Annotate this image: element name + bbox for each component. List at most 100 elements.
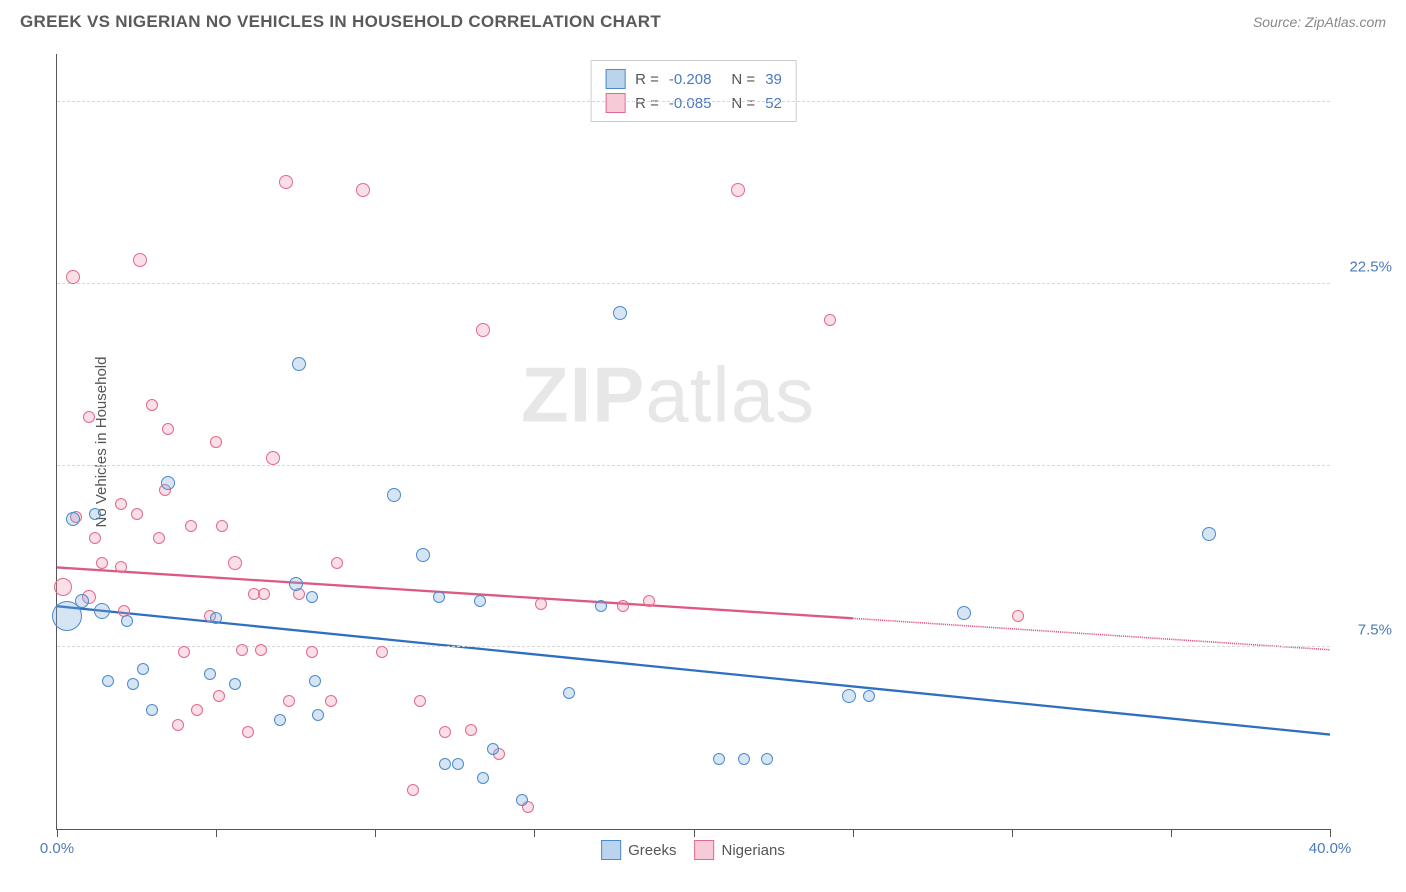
data-point-nigerians [228, 556, 242, 570]
x-tick-label: 0.0% [40, 840, 74, 857]
data-point-nigerians [824, 314, 836, 326]
data-point-greeks [121, 615, 133, 627]
data-point-nigerians [66, 270, 80, 284]
x-tick [534, 829, 535, 837]
n-value-greeks: 39 [765, 71, 782, 88]
data-point-nigerians [96, 557, 108, 569]
data-point-greeks [89, 508, 101, 520]
data-point-greeks [229, 678, 241, 690]
data-point-nigerians [279, 175, 293, 189]
data-point-greeks [713, 753, 725, 765]
data-point-greeks [274, 714, 286, 726]
x-tick [216, 829, 217, 837]
data-point-nigerians [236, 644, 248, 656]
x-tick [1330, 829, 1331, 837]
r-value-greeks: -0.208 [669, 71, 712, 88]
trendline-greeks [57, 606, 1330, 734]
y-tick-label: 22.5% [1349, 259, 1392, 276]
data-point-nigerians [325, 695, 337, 707]
data-point-greeks [312, 709, 324, 721]
data-point-nigerians [439, 726, 451, 738]
data-point-greeks [292, 357, 306, 371]
data-point-greeks [309, 675, 321, 687]
legend-row-nigerians: R = -0.085 N = 52 [605, 91, 782, 115]
data-point-greeks [957, 606, 971, 620]
data-point-greeks [210, 612, 222, 624]
data-point-nigerians [54, 578, 72, 596]
data-point-greeks [842, 689, 856, 703]
data-point-nigerians [407, 784, 419, 796]
data-point-nigerians [89, 532, 101, 544]
r-label: R = [635, 95, 659, 112]
data-point-greeks [75, 594, 89, 608]
data-point-greeks [613, 306, 627, 320]
trendline-nigerians [57, 567, 853, 618]
data-point-greeks [306, 591, 318, 603]
data-point-greeks [761, 753, 773, 765]
data-point-nigerians [210, 436, 222, 448]
data-point-nigerians [115, 561, 127, 573]
legend-label-greeks: Greeks [628, 842, 676, 859]
correlation-legend: R = -0.208 N = 39 R = -0.085 N = 52 [590, 60, 797, 122]
data-point-greeks [66, 512, 80, 526]
data-point-nigerians [414, 695, 426, 707]
data-point-nigerians [185, 520, 197, 532]
gridline [57, 465, 1330, 466]
data-point-greeks [289, 577, 303, 591]
data-point-greeks [477, 772, 489, 784]
gridline [57, 101, 1330, 102]
data-point-nigerians [178, 646, 190, 658]
x-tick [57, 829, 58, 837]
legend-row-greeks: R = -0.208 N = 39 [605, 67, 782, 91]
swatch-greeks [605, 69, 625, 89]
data-point-nigerians [376, 646, 388, 658]
data-point-nigerians [356, 183, 370, 197]
swatch-greeks-icon [601, 840, 621, 860]
data-point-nigerians [146, 399, 158, 411]
data-point-nigerians [153, 532, 165, 544]
chart-container: No Vehicles in Household ZIPatlas R = -0… [56, 54, 1330, 830]
trend-lines [57, 54, 1330, 829]
data-point-nigerians [191, 704, 203, 716]
data-point-nigerians [162, 423, 174, 435]
data-point-greeks [595, 600, 607, 612]
data-point-nigerians [535, 598, 547, 610]
trendline-dashed-nigerians [853, 618, 1330, 649]
gridline [57, 646, 1330, 647]
x-tick [694, 829, 695, 837]
data-point-greeks [738, 753, 750, 765]
data-point-nigerians [258, 588, 270, 600]
data-point-greeks [516, 794, 528, 806]
data-point-nigerians [331, 557, 343, 569]
data-point-nigerians [643, 595, 655, 607]
source-attribution: Source: ZipAtlas.com [1253, 14, 1386, 30]
data-point-greeks [452, 758, 464, 770]
gridline [57, 283, 1330, 284]
legend-item-greeks: Greeks [601, 840, 676, 860]
data-point-greeks [474, 595, 486, 607]
data-point-greeks [416, 548, 430, 562]
r-label: R = [635, 71, 659, 88]
x-tick [853, 829, 854, 837]
data-point-greeks [1202, 527, 1216, 541]
data-point-nigerians [731, 183, 745, 197]
data-point-greeks [94, 603, 110, 619]
data-point-greeks [487, 743, 499, 755]
data-point-greeks [102, 675, 114, 687]
data-point-nigerians [131, 508, 143, 520]
data-point-nigerians [172, 719, 184, 731]
data-point-nigerians [216, 520, 228, 532]
x-tick [375, 829, 376, 837]
data-point-nigerians [1012, 610, 1024, 622]
data-point-greeks [161, 476, 175, 490]
data-point-greeks [563, 687, 575, 699]
x-tick-label: 40.0% [1309, 840, 1352, 857]
data-point-greeks [204, 668, 216, 680]
legend-item-nigerians: Nigerians [694, 840, 784, 860]
data-point-greeks [127, 678, 139, 690]
data-point-nigerians [266, 451, 280, 465]
chart-title: GREEK VS NIGERIAN NO VEHICLES IN HOUSEHO… [20, 12, 661, 32]
r-value-nigerians: -0.085 [669, 95, 712, 112]
swatch-nigerians [605, 93, 625, 113]
data-point-greeks [146, 704, 158, 716]
